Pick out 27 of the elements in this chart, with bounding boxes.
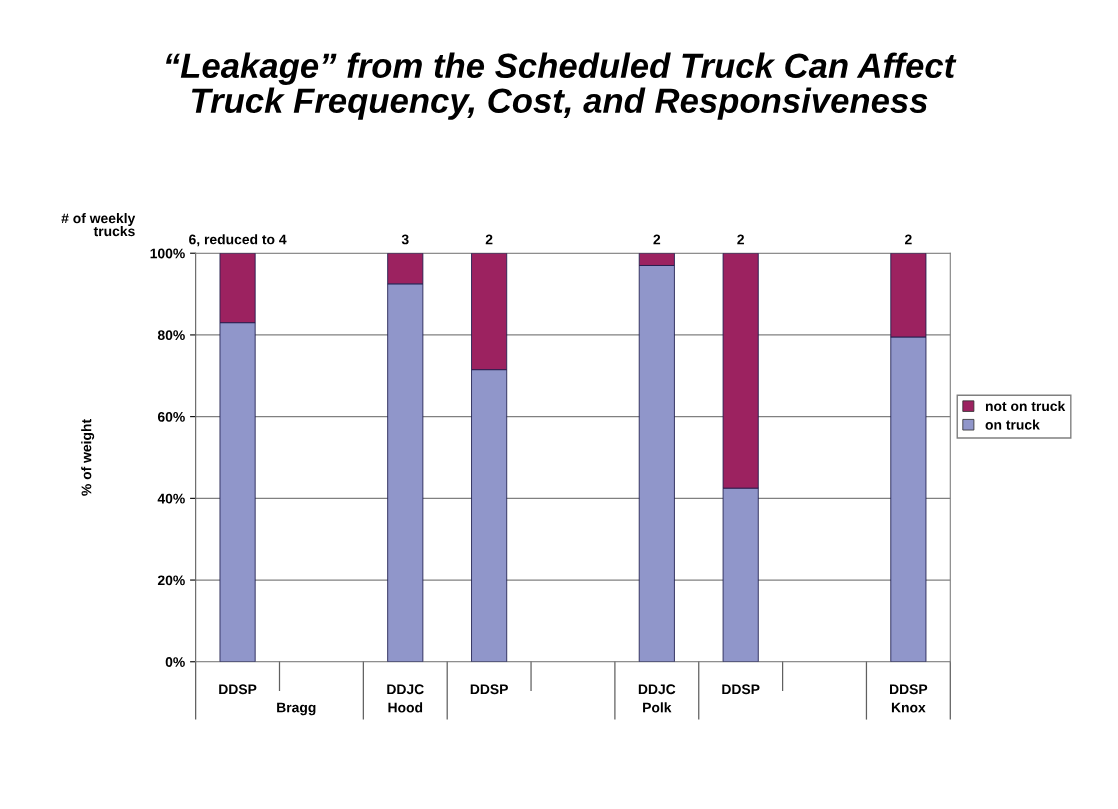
legend-label: on truck — [985, 419, 1040, 430]
x-tick-label: DDSP — [470, 684, 508, 695]
text: Bragg — [277, 702, 316, 716]
y-tick-label: 60% — [157, 411, 185, 422]
text: 3 — [401, 234, 409, 245]
text: # of weekly trucks — [61, 213, 136, 237]
text: 2 — [904, 234, 912, 245]
text: Hood — [388, 702, 423, 713]
text: 2 — [737, 234, 744, 245]
y-axis-title: % of weight — [81, 419, 95, 496]
y-tick-label: 40% — [157, 493, 185, 504]
text: 6, reduced to 4 — [189, 234, 287, 247]
text: 2 — [653, 234, 661, 245]
y-tick-label: 100% — [150, 248, 185, 259]
text: 2 — [485, 234, 493, 245]
y-tick-label: 20% — [157, 575, 185, 586]
y-tick-label: 0% — [165, 657, 185, 667]
x-tick-label: DDJC — [638, 684, 676, 695]
y-tick-label: 80% — [157, 330, 185, 341]
x-tick-label: DDSP — [890, 684, 928, 695]
text: Knox — [891, 702, 926, 713]
x-tick-label: DDJC — [387, 684, 424, 695]
legend-label: not on truck — [985, 400, 1066, 412]
chart-title: “Leakage” from the Scheduled Truck Can Affect Truck Frequency, Cost, and Responsiveness — [166, 52, 957, 120]
x-tick-label: DDSP — [722, 684, 760, 695]
text: Polk — [643, 702, 672, 713]
x-tick-label: DDSP — [219, 684, 257, 695]
